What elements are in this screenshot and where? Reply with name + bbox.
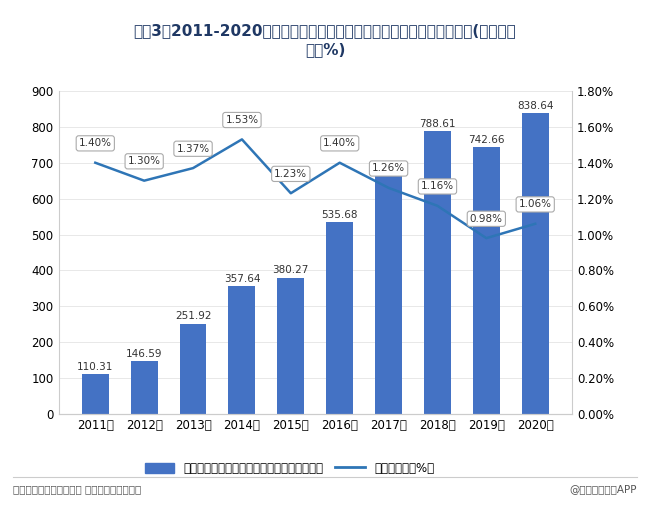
Text: 146.59: 146.59 [126, 349, 162, 359]
Text: 1.26%: 1.26% [372, 164, 405, 174]
Text: 1.40%: 1.40% [79, 138, 112, 148]
Text: 357.64: 357.64 [224, 274, 260, 283]
Text: 1.40%: 1.40% [323, 138, 356, 148]
Bar [179, 324, 207, 414]
Bar [229, 286, 255, 414]
Text: 788.61: 788.61 [419, 119, 456, 129]
Text: 1.53%: 1.53% [226, 115, 259, 125]
Bar [522, 113, 549, 414]
Bar [326, 222, 353, 414]
Bar [424, 131, 451, 414]
Text: 1.06%: 1.06% [519, 199, 552, 210]
Text: 838.64: 838.64 [517, 101, 553, 111]
Text: 资料来源：中国人民银行 前瞻产业研究院整理: 资料来源：中国人民银行 前瞻产业研究院整理 [13, 484, 141, 494]
Bar [375, 176, 402, 414]
Text: 110.31: 110.31 [77, 362, 114, 372]
Bar [278, 278, 304, 414]
Text: 1.16%: 1.16% [421, 181, 454, 191]
Text: 535.68: 535.68 [322, 210, 358, 220]
Bar [82, 375, 109, 414]
Text: 742.66: 742.66 [468, 135, 504, 145]
Legend: 信用卡逾期半年未偿信贷总额（单位：亿元）, 占比（单位：%）: 信用卡逾期半年未偿信贷总额（单位：亿元）, 占比（单位：%） [140, 457, 439, 480]
Bar [131, 362, 157, 414]
Text: 251.92: 251.92 [175, 312, 211, 322]
Text: 1.37%: 1.37% [177, 144, 209, 154]
Text: 0.98%: 0.98% [470, 214, 503, 224]
Text: 1.23%: 1.23% [274, 169, 307, 179]
Bar [473, 147, 500, 414]
Text: 1.30%: 1.30% [127, 157, 161, 166]
Text: @前瞻经济学人APP: @前瞻经济学人APP [569, 484, 637, 494]
Text: 图表3：2011-2020年中国商业银行信用卡逾期半年未偿信贷总额及占比(单位：亿
元，%): 图表3：2011-2020年中国商业银行信用卡逾期半年未偿信贷总额及占比(单位：… [134, 23, 516, 58]
Text: 380.27: 380.27 [272, 266, 309, 275]
Text: 663.11: 663.11 [370, 164, 407, 174]
